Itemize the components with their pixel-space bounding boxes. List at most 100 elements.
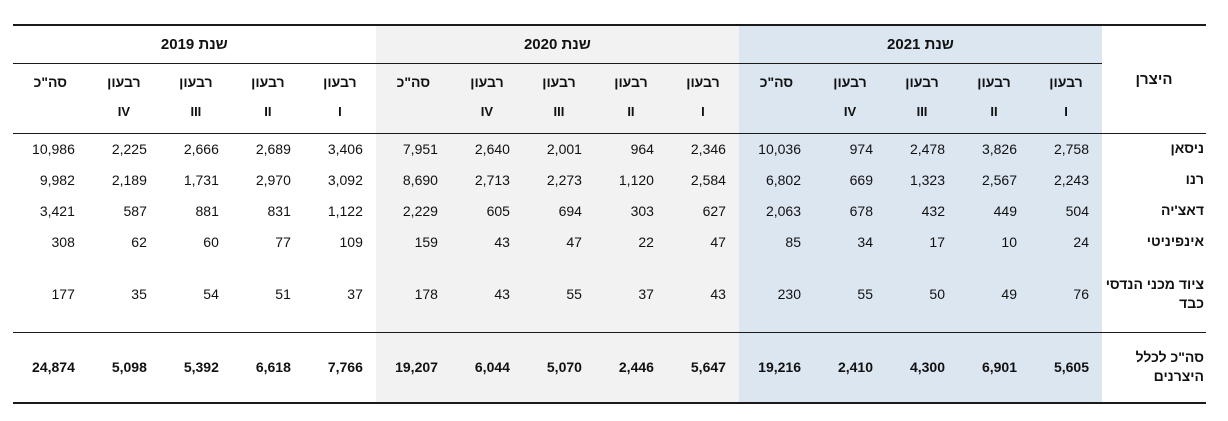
quarter-header-y2020-III: רבעון III <box>522 63 595 134</box>
total-value-cell: 9,982 <box>12 164 88 195</box>
total-value-cell: 7,951 <box>375 133 451 164</box>
table-row-3: דאצ'יה 504 449 432 678 2,063 627 303 694 605 2,229… <box>12 195 1206 226</box>
total-value-cell: 10,986 <box>12 133 88 164</box>
quarter-value-cell: 109 <box>303 226 376 257</box>
quarter-header-y2019-IV: רבעון IV <box>87 63 160 134</box>
producer-name: ציוד מכני הנדסי כבד <box>1105 276 1204 312</box>
quarter-value-cell: 49 <box>958 257 1030 332</box>
quarter-header-y2020-I: רבעון I <box>666 63 739 134</box>
quarter-numeral: III <box>190 103 202 119</box>
quarter-value-cell: 3,092 <box>303 164 376 195</box>
quarter-value-cell: 504 <box>1030 195 1102 226</box>
total-value-cell: 2,229 <box>375 195 451 226</box>
total-value-cell: 6,802 <box>738 164 814 195</box>
quarter-value-cell: 432 <box>886 195 958 226</box>
quarter-header-y2021-II: רבעון II <box>958 63 1030 134</box>
quarter-numeral: III <box>553 103 565 119</box>
quarter-numeral: II <box>990 103 998 119</box>
quarter-value-cell: 2,584 <box>666 164 739 195</box>
quarter-value-cell: 5,605 <box>1030 331 1102 404</box>
quarter-numeral: IV <box>480 103 494 119</box>
quarter-value-cell: 7,766 <box>303 331 376 404</box>
quarter-value-cell: 1,120 <box>594 164 667 195</box>
quarter-value-cell: 6,618 <box>231 331 304 404</box>
quarter-value-cell: 5,647 <box>666 331 739 404</box>
total-value-cell: 230 <box>738 257 814 332</box>
quarter-header-y2019-I: רבעון I <box>303 63 376 134</box>
producer-name: רנו <box>1185 171 1204 187</box>
quarter-value-cell: 2,689 <box>231 133 304 164</box>
total-value-cell: 178 <box>375 257 451 332</box>
quarter-value-cell: 24 <box>1030 226 1102 257</box>
quarter-value-cell: 1,122 <box>303 195 376 226</box>
quarter-header-y2019-III: רבעון III <box>159 63 232 134</box>
quarter-numeral: I <box>1064 103 1068 119</box>
total-header-y2019: סה"כ <box>12 63 88 134</box>
quarter-value-cell: 5,070 <box>522 331 595 404</box>
total-value-cell: 308 <box>12 226 88 257</box>
quarter-value-cell: 43 <box>450 257 523 332</box>
quarter-numeral: III <box>916 103 928 119</box>
quarter-value-cell: 678 <box>814 195 886 226</box>
quarter-value-cell: 34 <box>814 226 886 257</box>
quarter-header-y2020-IV: רבעון IV <box>450 63 523 134</box>
quarter-value-cell: 47 <box>666 226 739 257</box>
quarter-value-cell: 627 <box>666 195 739 226</box>
quarter-value-cell: 60 <box>159 226 232 257</box>
quarter-header-y2021-III: רבעון III <box>886 63 958 134</box>
quarter-word: רבעון <box>977 73 1011 90</box>
quarter-word: רבעון <box>686 73 720 90</box>
total-value-cell: 8,690 <box>375 164 451 195</box>
quarter-value-cell: 587 <box>87 195 160 226</box>
quarter-word: רבעון <box>251 73 285 90</box>
quarter-word: רבעון <box>905 73 939 90</box>
quarter-value-cell: 2,970 <box>231 164 304 195</box>
quarter-header-y2021-IV: רבעון IV <box>814 63 886 134</box>
quarter-word: רבעון <box>833 73 867 90</box>
quarter-value-cell: 47 <box>522 226 595 257</box>
quarter-value-cell: 3,826 <box>958 133 1030 164</box>
quarter-value-cell: 51 <box>231 257 304 332</box>
quarter-value-cell: 3,406 <box>303 133 376 164</box>
quarter-value-cell: 1,323 <box>886 164 958 195</box>
quarter-value-cell: 37 <box>303 257 376 332</box>
total-value-cell: 2,063 <box>738 195 814 226</box>
total-value-cell: 177 <box>12 257 88 332</box>
producer-name: דאצ'יה <box>1161 202 1204 218</box>
quarter-value-cell: 2,225 <box>87 133 160 164</box>
quarter-value-cell: 694 <box>522 195 595 226</box>
quarter-value-cell: 2,446 <box>594 331 667 404</box>
total-header-y2021: סה"כ <box>738 63 814 134</box>
quarter-word: רבעון <box>179 73 213 90</box>
quarter-value-cell: 5,098 <box>87 331 160 404</box>
quarter-value-cell: 35 <box>87 257 160 332</box>
quarter-value-cell: 2,758 <box>1030 133 1102 164</box>
total-value-cell: 19,207 <box>375 331 451 404</box>
quarter-header-y2021-I: רבעון I <box>1030 63 1102 134</box>
quarter-word: רבעון <box>470 73 504 90</box>
quarter-value-cell: 2,713 <box>450 164 523 195</box>
quarter-word: רבעון <box>614 73 648 90</box>
quarter-value-cell: 10 <box>958 226 1030 257</box>
quarter-numeral: IV <box>117 103 131 119</box>
quarter-word: רבעון <box>1049 73 1083 90</box>
quarter-numeral: II <box>264 103 272 119</box>
quarter-header-y2019-II: רבעון II <box>231 63 304 134</box>
total-value-cell: 159 <box>375 226 451 257</box>
quarter-value-cell: 449 <box>958 195 1030 226</box>
quarter-value-cell: 1,731 <box>159 164 232 195</box>
table-row-2: רנו 2,243 2,567 1,323 669 6,802 2,584 1,120 2,27… <box>12 164 1206 195</box>
quarter-value-cell: 6,901 <box>958 331 1030 404</box>
quarter-value-cell: 55 <box>814 257 886 332</box>
table-row-1: ניסאן 2,758 3,826 2,478 974 10,036 2,346 964 2,0… <box>12 133 1206 164</box>
quarter-value-cell: 6,044 <box>450 331 523 404</box>
quarter-value-cell: 55 <box>522 257 595 332</box>
year-header-row: היצרן שנת 2021 שנת 2020 שנת 2019 <box>12 24 1206 134</box>
quarter-value-cell: 62 <box>87 226 160 257</box>
producer-column-header: היצרן <box>1102 24 1206 134</box>
quarter-value-cell: 54 <box>159 257 232 332</box>
total-value-cell: 10,036 <box>738 133 814 164</box>
quarter-value-cell: 2,243 <box>1030 164 1102 195</box>
quarter-value-cell: 2,567 <box>958 164 1030 195</box>
producer-name: אינפיניטי <box>1146 233 1204 249</box>
